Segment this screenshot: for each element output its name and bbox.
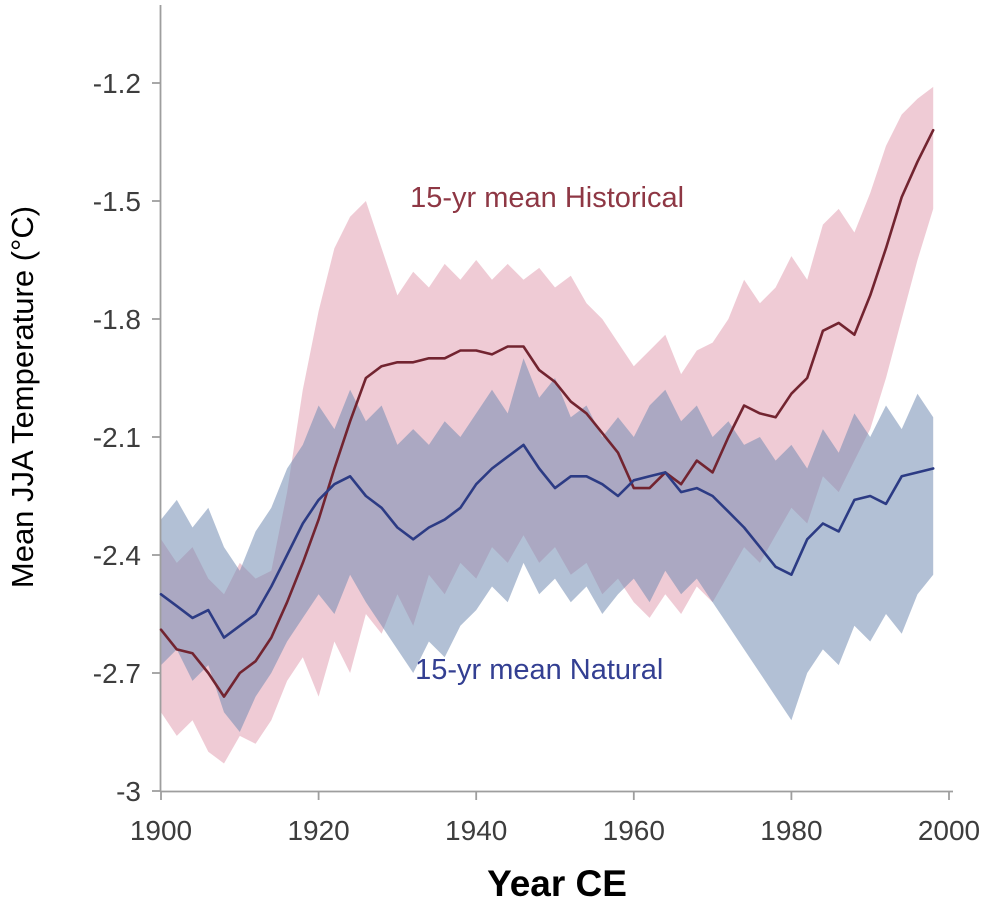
y-tick-label: -1.2 <box>93 68 141 99</box>
uncertainty-band-natural <box>161 358 934 732</box>
x-tick-label: 1920 <box>287 815 349 846</box>
x-tick-label: 1940 <box>445 815 507 846</box>
y-tick-label: -3 <box>116 776 141 807</box>
y-tick-label: -2.1 <box>93 422 141 453</box>
y-tick-label: -1.5 <box>93 186 141 217</box>
x-tick-label: 1900 <box>130 815 192 846</box>
series-label-natural: 15-yr mean Natural <box>415 654 663 686</box>
y-tick-label: -2.7 <box>93 658 141 689</box>
y-axis-title: Mean JJA Temperature (°C) <box>5 206 40 588</box>
x-tick-label: 1960 <box>603 815 665 846</box>
x-tick-label: 1980 <box>760 815 822 846</box>
series-label-historical: 15-yr mean Historical <box>410 182 684 214</box>
series-line-natural <box>159 443 935 639</box>
plot-area: 1900 1920 1940 1960 1980 2000 -1.2 -1.5 -1.8 -2.1… <box>93 5 980 846</box>
y-tick-label: -2.4 <box>93 540 141 571</box>
x-axis-title: Year CE <box>487 863 627 904</box>
y-tick-label: -1.8 <box>93 304 141 335</box>
series-line-historical <box>159 128 935 698</box>
x-tick-label: 2000 <box>918 815 980 846</box>
